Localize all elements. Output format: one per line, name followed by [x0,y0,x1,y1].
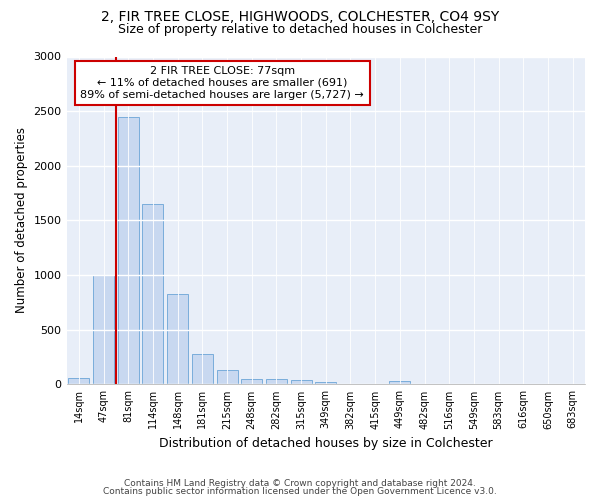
Bar [93,275,114,384]
Text: Contains public sector information licensed under the Open Government Licence v3: Contains public sector information licen… [103,487,497,496]
Text: 2 FIR TREE CLOSE: 77sqm
← 11% of detached houses are smaller (691)
89% of semi-d: 2 FIR TREE CLOSE: 77sqm ← 11% of detache… [80,66,364,100]
Bar [118,116,139,384]
Y-axis label: Number of detached properties: Number of detached properties [15,128,28,314]
X-axis label: Distribution of detached houses by size in Colchester: Distribution of detached houses by size … [159,437,493,450]
Bar [68,378,89,384]
Bar [290,380,311,384]
Text: Contains HM Land Registry data © Crown copyright and database right 2024.: Contains HM Land Registry data © Crown c… [124,478,476,488]
Bar [167,294,188,384]
Text: Size of property relative to detached houses in Colchester: Size of property relative to detached ho… [118,22,482,36]
Bar [389,380,410,384]
Bar [241,379,262,384]
Bar [192,354,213,384]
Bar [266,379,287,384]
Bar [217,370,238,384]
Bar [315,382,336,384]
Text: 2, FIR TREE CLOSE, HIGHWOODS, COLCHESTER, CO4 9SY: 2, FIR TREE CLOSE, HIGHWOODS, COLCHESTER… [101,10,499,24]
Bar [142,204,163,384]
